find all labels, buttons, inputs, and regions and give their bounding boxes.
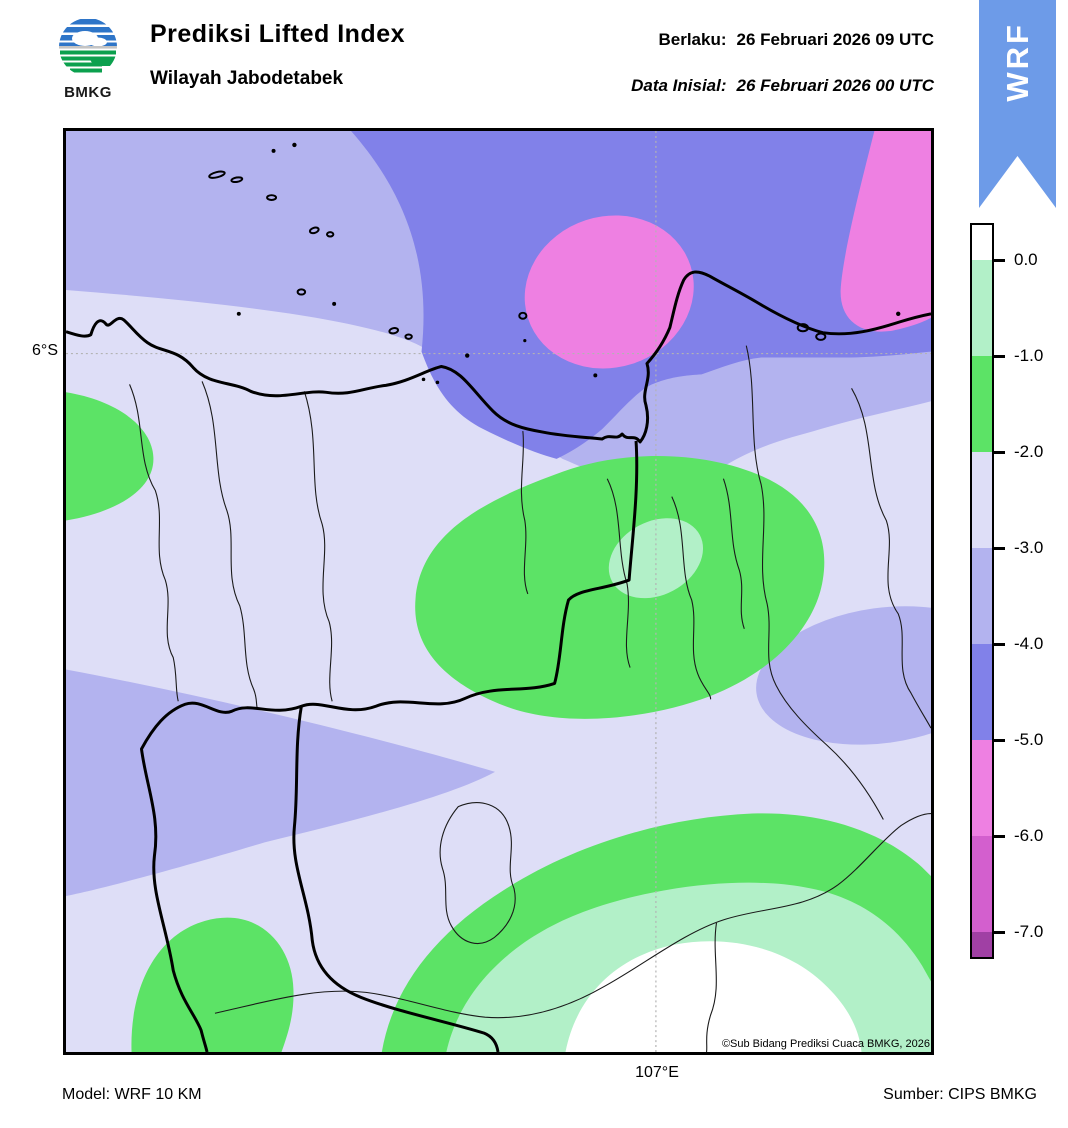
colorbar-segment bbox=[972, 836, 992, 932]
colorbar-tick-mark bbox=[992, 738, 1005, 742]
model-info-label: Model: WRF 10 KM bbox=[62, 1086, 202, 1103]
init-time-value: 26 Februari 2026 00 UTC bbox=[736, 76, 934, 95]
colorbar-tick-mark bbox=[992, 546, 1005, 550]
colorbar-segment bbox=[972, 356, 992, 452]
colorbar-segment bbox=[972, 644, 992, 740]
colorbar-segment bbox=[972, 548, 992, 644]
colorbar-ticks: 0.0 -1.0 -2.0 -3.0 -4.0 -5.0 -6.0 -7.0 bbox=[992, 225, 1062, 957]
colorbar-segment bbox=[972, 452, 992, 548]
valid-time-label: Berlaku: bbox=[658, 30, 727, 49]
wrf-ribbon-badge: WRF bbox=[979, 0, 1056, 208]
colorbar-segments bbox=[972, 225, 992, 957]
bmkg-logo bbox=[58, 17, 118, 77]
colorbar-segment bbox=[972, 740, 992, 836]
colorbar-segment bbox=[972, 225, 992, 260]
lifted-index-contour-map bbox=[66, 131, 931, 1052]
page-title: Prediksi Lifted Index bbox=[150, 20, 406, 48]
bmkg-logo-label: BMKG bbox=[64, 84, 112, 101]
longitude-tick-label: 107°E bbox=[635, 1064, 679, 1081]
source-info-label: Sumber: CIPS BMKG bbox=[883, 1086, 1037, 1103]
forecast-map bbox=[63, 128, 934, 1055]
init-time-label: Data Inisial: bbox=[631, 76, 727, 95]
colorbar-tick-mark bbox=[992, 258, 1005, 262]
valid-time-line: Berlaku: 26 Februari 2026 09 UTC bbox=[658, 30, 934, 50]
colorbar-tick-mark bbox=[992, 642, 1005, 646]
wrf-ribbon-text: WRF bbox=[999, 22, 1035, 102]
bmkg-logo-icon bbox=[59, 18, 117, 76]
colorbar-tick-mark bbox=[992, 834, 1005, 838]
latitude-tick-label: 6°S bbox=[32, 342, 58, 359]
init-time-line: Data Inisial: 26 Februari 2026 00 UTC bbox=[631, 76, 934, 96]
colorbar-tick-mark bbox=[992, 354, 1005, 358]
colorbar-tick-mark bbox=[992, 450, 1005, 454]
page-subtitle: Wilayah Jabodetabek bbox=[150, 68, 344, 89]
colorbar-segment bbox=[972, 932, 992, 957]
valid-time-value: 26 Februari 2026 09 UTC bbox=[736, 30, 934, 49]
colorbar-tick-mark bbox=[992, 930, 1005, 934]
colorbar-segment bbox=[972, 260, 992, 356]
copyright-note: ©Sub Bidang Prediksi Cuaca BMKG, 2026 bbox=[721, 1038, 930, 1050]
colorbar bbox=[970, 223, 994, 959]
